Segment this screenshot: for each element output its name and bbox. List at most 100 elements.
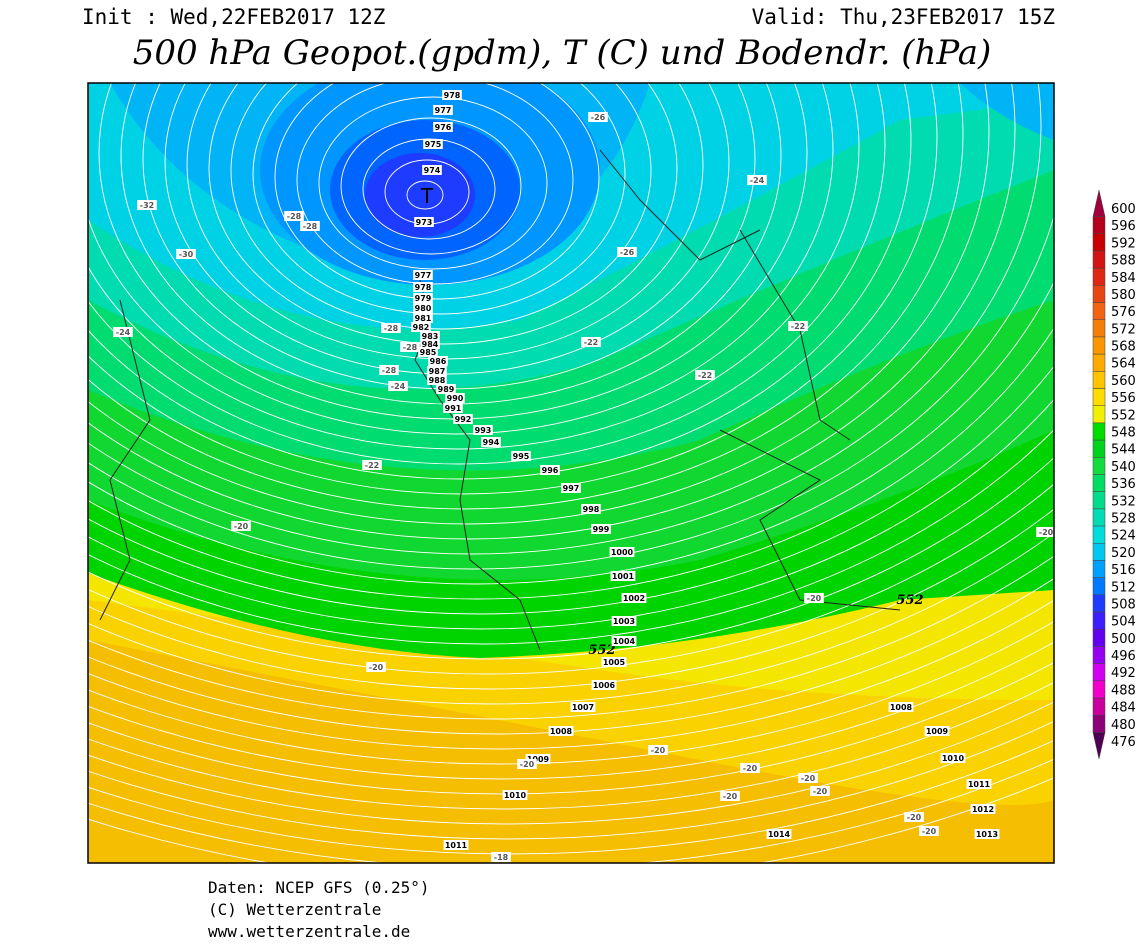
isobar-label-box bbox=[621, 593, 647, 603]
temperature-label-box bbox=[300, 221, 320, 231]
isobar bbox=[88, 701, 1054, 825]
isobar bbox=[98, 83, 808, 420]
isobar-label-box bbox=[436, 384, 456, 394]
isobar-label-text: 1008 bbox=[890, 703, 913, 712]
isobar-label-text: 978 bbox=[444, 91, 461, 100]
temperature-label: -28 bbox=[284, 211, 304, 221]
temperature-label-text: -20 bbox=[234, 522, 249, 531]
isobar-label: 1013 bbox=[974, 829, 1000, 839]
isobar bbox=[88, 577, 1054, 735]
colorbar-label: 540 bbox=[1111, 460, 1136, 475]
isobar-label: 985 bbox=[418, 347, 438, 357]
isobar-label-box bbox=[924, 726, 950, 736]
isobar-label-text: 997 bbox=[563, 484, 580, 493]
isobar-label-text: 994 bbox=[483, 438, 500, 447]
isobar-label-box bbox=[433, 122, 453, 132]
isobar-label: 990 bbox=[445, 393, 465, 403]
isobar-label-box bbox=[428, 356, 448, 366]
colorbar-segment bbox=[1092, 714, 1106, 733]
colorbar-label: 564 bbox=[1111, 357, 1136, 372]
isobar-label-box bbox=[940, 753, 966, 763]
isobar-label-text: 1007 bbox=[572, 703, 594, 712]
isobar-label-text: 1012 bbox=[972, 805, 994, 814]
isobar-label: 976 bbox=[433, 122, 453, 132]
temperature-label: -24 bbox=[113, 327, 133, 337]
isobar-label: 978 bbox=[413, 282, 433, 292]
temperature-label-box bbox=[617, 247, 637, 257]
isobar-label-box bbox=[540, 465, 560, 475]
colorbar-segment bbox=[1092, 474, 1106, 492]
isobar-label: 991 bbox=[443, 403, 463, 413]
temperature-label: -20 bbox=[798, 773, 818, 783]
isobar-label-text: 1008 bbox=[550, 727, 573, 736]
colorbar-segment bbox=[1092, 336, 1106, 355]
temperature-label: -20 bbox=[810, 786, 830, 796]
isobar-label-box bbox=[420, 339, 440, 349]
isobar bbox=[88, 620, 1054, 765]
isobar bbox=[88, 398, 1054, 630]
isobar bbox=[252, 83, 626, 315]
isobar bbox=[88, 83, 886, 465]
isobar-label: 1000 bbox=[609, 547, 635, 557]
temperature-label-text: -20 bbox=[807, 594, 822, 603]
isobar-label: 981 bbox=[413, 313, 433, 323]
temperature-label-box bbox=[904, 812, 924, 822]
isobar-label: 984 bbox=[420, 339, 440, 349]
temperature-label-box bbox=[176, 249, 196, 259]
temperature-label-text: -20 bbox=[907, 813, 922, 822]
colorbar-segment bbox=[1092, 285, 1106, 303]
temperature-label-box bbox=[788, 321, 808, 331]
colorbar-label: 588 bbox=[1111, 254, 1136, 269]
isobar-label-box bbox=[422, 165, 442, 175]
temperature-label-text: -30 bbox=[179, 250, 194, 259]
isobar-label-box bbox=[413, 282, 433, 292]
isobar bbox=[88, 555, 1054, 720]
temperature-label-text: -20 bbox=[369, 663, 384, 672]
temperature-label-box bbox=[491, 852, 511, 862]
temperature-label: -22 bbox=[362, 460, 382, 470]
isobar-label-text: 991 bbox=[445, 404, 462, 413]
colorbar-segment bbox=[1092, 543, 1106, 561]
colorbar-label: 520 bbox=[1111, 546, 1136, 561]
isobar-label-box bbox=[570, 702, 596, 712]
colorbar-label: 496 bbox=[1111, 649, 1136, 664]
temperature-label-text: -26 bbox=[591, 113, 606, 122]
colorbar-label: 576 bbox=[1111, 305, 1136, 320]
temperature-label-box bbox=[137, 200, 157, 210]
temperature-label-text: -28 bbox=[382, 366, 397, 375]
isobar bbox=[230, 83, 652, 330]
colorbar-label: 516 bbox=[1111, 563, 1136, 578]
isobar bbox=[88, 483, 1054, 675]
isobar bbox=[88, 83, 964, 510]
isobar-label-text: 1010 bbox=[942, 754, 965, 763]
temperature-label: -28 bbox=[400, 342, 420, 352]
isobar bbox=[164, 83, 730, 375]
temperature-label-box bbox=[388, 381, 408, 391]
temperature-label-text: -24 bbox=[391, 382, 406, 391]
isobar-label: 979 bbox=[413, 293, 433, 303]
contour-label: 552 bbox=[896, 593, 923, 608]
colorbar-segment bbox=[1092, 680, 1106, 699]
temperature-label: -20 bbox=[740, 763, 760, 773]
colorbar-segment bbox=[1092, 388, 1106, 406]
colorbar-label: 492 bbox=[1111, 666, 1136, 681]
temperature-label-text: -28 bbox=[384, 324, 399, 333]
isobar-label-text: 977 bbox=[415, 271, 432, 280]
temperature-label: -26 bbox=[617, 247, 637, 257]
temperature-label-box bbox=[581, 337, 601, 347]
isobar-label-box bbox=[974, 829, 1000, 839]
isobar-label: 1011 bbox=[443, 840, 469, 850]
colorbar-label: 600 bbox=[1111, 202, 1136, 217]
colorbar-segment bbox=[1092, 216, 1106, 235]
isobar-label-box bbox=[433, 105, 453, 115]
isobar-label: 1011 bbox=[966, 779, 992, 789]
temperature-label-text: -20 bbox=[743, 764, 758, 773]
isobar-label-box bbox=[609, 547, 635, 557]
isobar-label-box bbox=[481, 437, 501, 447]
isobar bbox=[88, 365, 1054, 615]
colorbar-label: 508 bbox=[1111, 597, 1136, 612]
source: Daten: NCEP GFS (0.25°) bbox=[208, 878, 430, 897]
temperature-label-box bbox=[113, 327, 133, 337]
isobar-label-text: 1010 bbox=[504, 791, 527, 800]
isobar bbox=[88, 83, 1042, 555]
